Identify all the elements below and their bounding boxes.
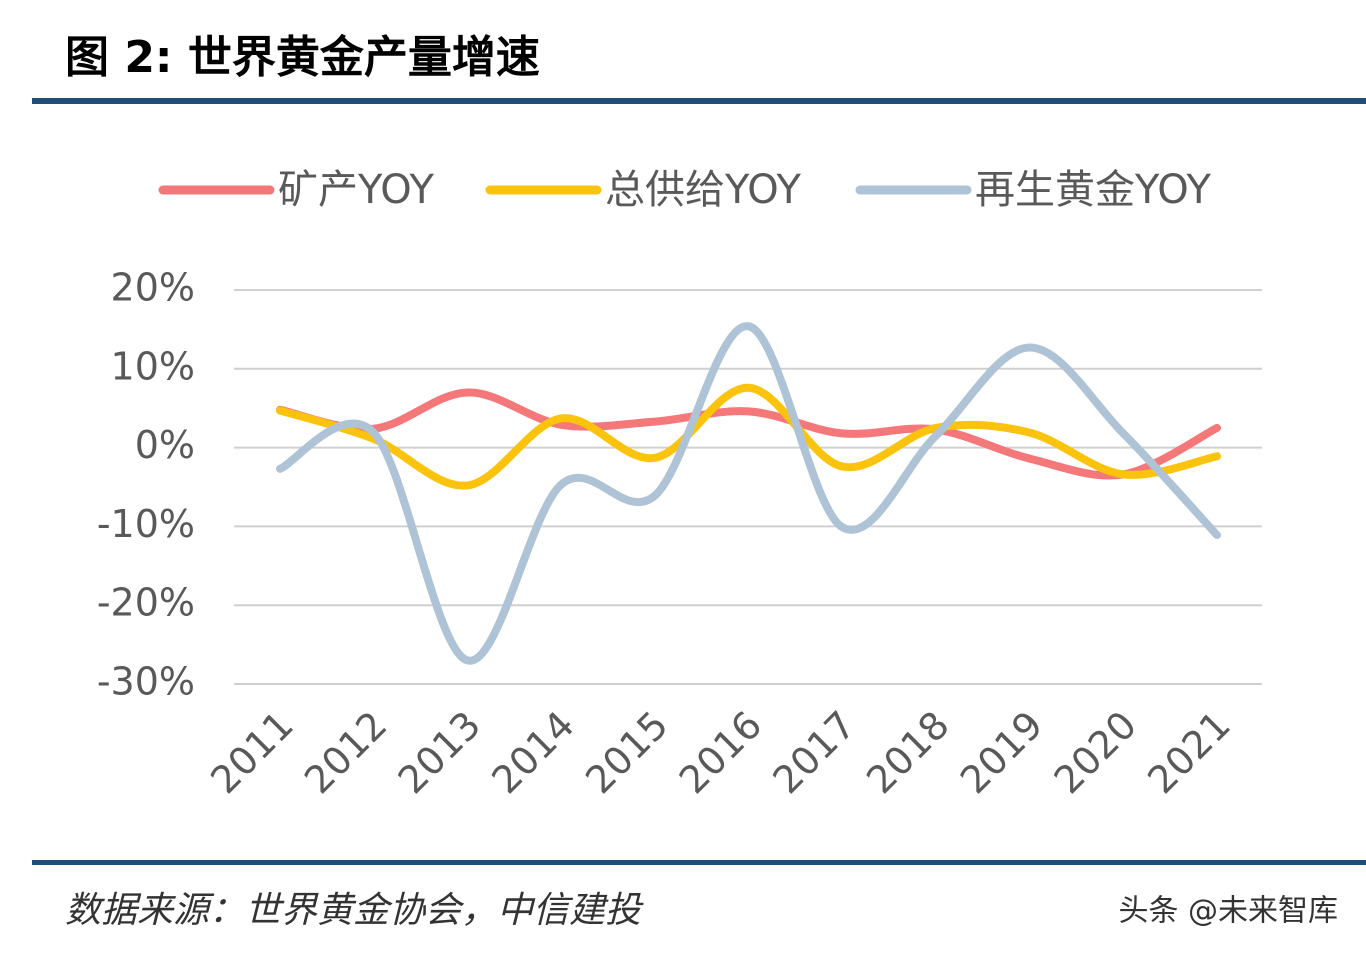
- source: 数据来源：世界黄金协会，中信建投: [65, 890, 644, 931]
- x-tick-label: 2012: [296, 703, 396, 803]
- y-tick-label: -30%: [97, 660, 195, 704]
- y-tick-label: -10%: [97, 502, 195, 546]
- legend-label: 再生黄金YOY: [975, 167, 1212, 213]
- title-rule: [32, 98, 1366, 104]
- footer-rule: [32, 860, 1366, 865]
- watermark: 头条 @未来智库: [1118, 894, 1338, 929]
- x-tick-label: 2013: [390, 703, 490, 803]
- series-line: [276, 388, 1221, 480]
- x-tick-label: 2011: [202, 703, 302, 803]
- y-tick-label: 20%: [111, 266, 195, 310]
- x-tick-label: 2020: [1046, 703, 1146, 803]
- y-tick-label: -20%: [97, 581, 195, 625]
- x-tick-label: 2021: [1139, 703, 1239, 803]
- x-tick-label: 2017: [764, 703, 864, 803]
- series-line: [276, 383, 1221, 490]
- series-line: [276, 322, 1221, 665]
- y-tick-label: 0%: [135, 423, 195, 467]
- x-tick-label: 2016: [671, 703, 771, 803]
- x-tick-label: 2018: [858, 703, 958, 803]
- legend-label: 总供给YOY: [605, 167, 802, 213]
- chart-title: 图 2: 世界黄金产量增速: [65, 32, 540, 83]
- x-tick-label: 2015: [577, 703, 677, 803]
- x-tick-label: 2019: [952, 703, 1052, 803]
- x-tick-label: 2014: [483, 703, 583, 803]
- y-tick-label: 10%: [111, 344, 195, 388]
- legend-label: 矿产YOY: [278, 167, 435, 213]
